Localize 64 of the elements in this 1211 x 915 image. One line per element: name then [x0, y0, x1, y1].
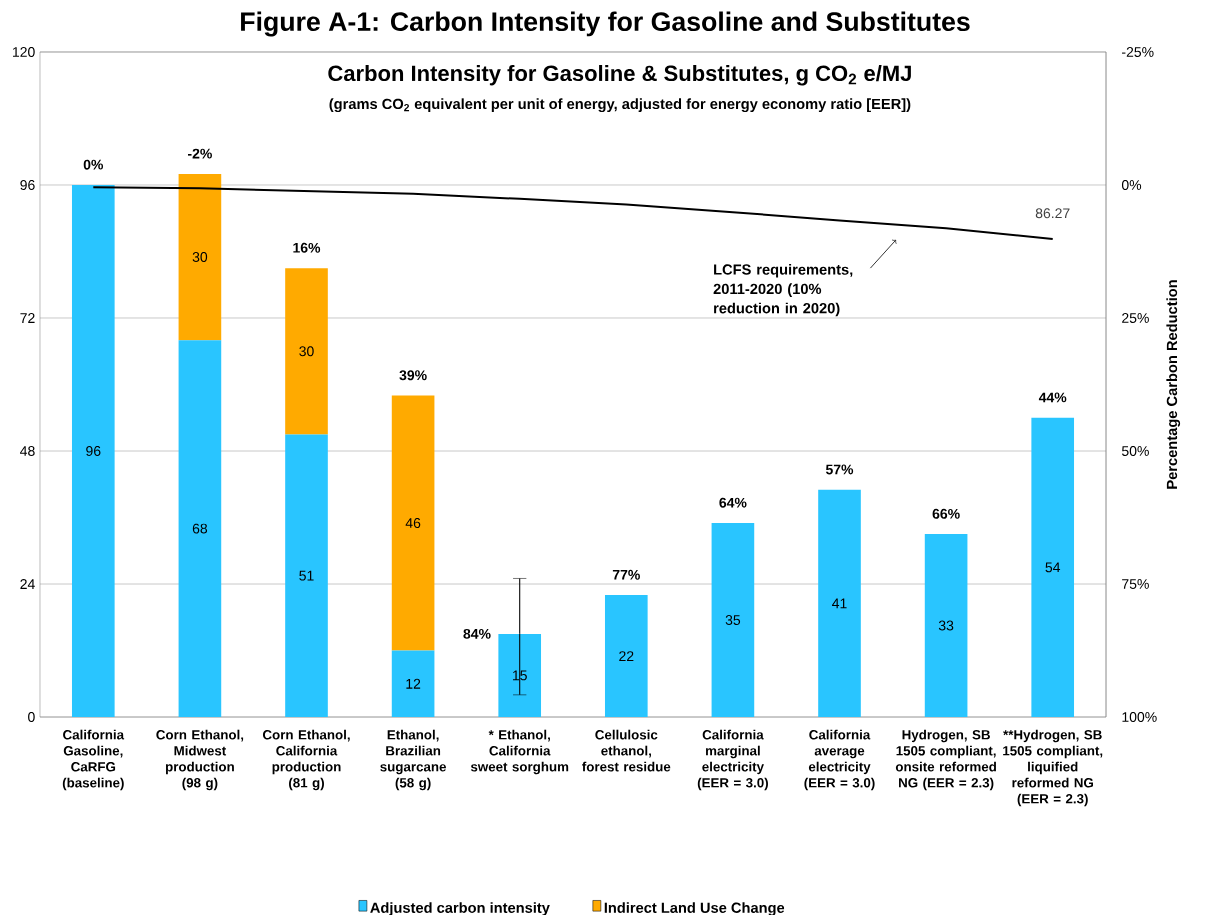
bar — [178, 340, 222, 717]
bar — [604, 595, 648, 717]
annotation: 66% — [932, 508, 960, 519]
data-label: 22 — [619, 651, 634, 661]
y2-axis-title: Percentage Carbon Reduction — [1166, 280, 1181, 489]
bar — [285, 434, 328, 717]
y2-tick-label: 100% — [1122, 712, 1157, 722]
annotation: 57% — [825, 464, 854, 475]
bar — [711, 523, 755, 717]
y-tick-label: 0 — [28, 712, 35, 722]
annotation: 0% — [83, 159, 104, 170]
annotation: 64% — [719, 497, 747, 508]
y2-tick-label: 50% — [1121, 446, 1149, 456]
y2-tick-label: 25% — [1122, 313, 1149, 323]
bar — [391, 650, 435, 717]
bar — [178, 173, 222, 341]
x-tick-label: Cellulosic ethanol, forest residue — [582, 729, 671, 772]
data-label: 41 — [832, 598, 847, 609]
y2-tick-label: -25% — [1122, 47, 1154, 57]
x-tick-label: California marginal electricity (EER = 3.0) — [697, 729, 768, 791]
data-label: 30 — [192, 252, 208, 262]
data-label: 54 — [1045, 562, 1061, 573]
x-tick-label: California average electricity (EER = 3.0) — [804, 729, 875, 791]
y2-tick-label: 75% — [1122, 579, 1149, 589]
annotation: 77% — [612, 569, 640, 580]
y2-tick-label: 0% — [1121, 180, 1142, 190]
y-tick-label: 72 — [20, 313, 35, 323]
legend-label: Adjusted carbon intensity — [370, 902, 550, 915]
x-tick-label: Hydrogen, SB 1505 compliant, onsite reformed NG (EER = 2.3) — [895, 729, 996, 791]
bar — [71, 185, 115, 717]
annotation: 16% — [293, 242, 321, 253]
x-tick-label: Corn Ethanol, California production (81 g) — [262, 729, 350, 791]
annotation: LCFS requirements, 2011-2020 (10% reduction in 2020) — [713, 263, 853, 317]
x-tick-label: California Gasoline, CaRFG (baseline) — [62, 729, 125, 791]
data-label: 96 — [86, 446, 101, 456]
y-tick-label: 120 — [13, 47, 35, 57]
x-tick-label: * Ethanol, California sweet sorghum — [470, 729, 569, 775]
data-label: 86.27 — [1035, 208, 1070, 219]
data-label: 68 — [192, 523, 208, 534]
bar — [924, 534, 968, 717]
x-tick-label: Ethanol, Brazilian sugarcane (58 g) — [380, 729, 446, 791]
bar — [285, 268, 328, 435]
data-label: 51 — [299, 570, 314, 581]
bar — [1031, 417, 1075, 717]
x-tick-label: Corn Ethanol, Midwest production (98 g) — [156, 729, 244, 791]
annotation: 84% — [463, 628, 491, 639]
x-tick-label: **Hydrogen, SB 1505 compliant, liquified reformed NG (EER = 2.3) — [1003, 729, 1103, 807]
data-label: 35 — [725, 615, 741, 625]
bar — [391, 395, 435, 651]
annotation: -2% — [188, 148, 212, 159]
data-label: 30 — [299, 346, 314, 357]
chart-title: Figure A-1: Carbon Intensity for Gasoline and Substitutes — [241, 11, 970, 37]
data-label: 46 — [405, 518, 421, 528]
legend-label: Indirect Land Use Change — [604, 902, 785, 915]
y-tick-label: 24 — [20, 579, 35, 589]
bar — [818, 489, 861, 717]
y-tick-label: 96 — [20, 180, 35, 190]
annotation: 44% — [1038, 392, 1067, 403]
annotation: 39% — [399, 370, 427, 381]
data-label: 12 — [406, 678, 421, 689]
text: Carbon Intensity for Gasoline & Substitutes, g CO$_{2}$ e/MJ — [328, 64, 911, 86]
data-label: 33 — [938, 620, 954, 631]
y-tick-label: 48 — [20, 446, 35, 456]
annotation: (grams CO$_{2}$ equivalent per unit of energy, adjusted for energy economy ratio [EER]) — [329, 98, 911, 113]
